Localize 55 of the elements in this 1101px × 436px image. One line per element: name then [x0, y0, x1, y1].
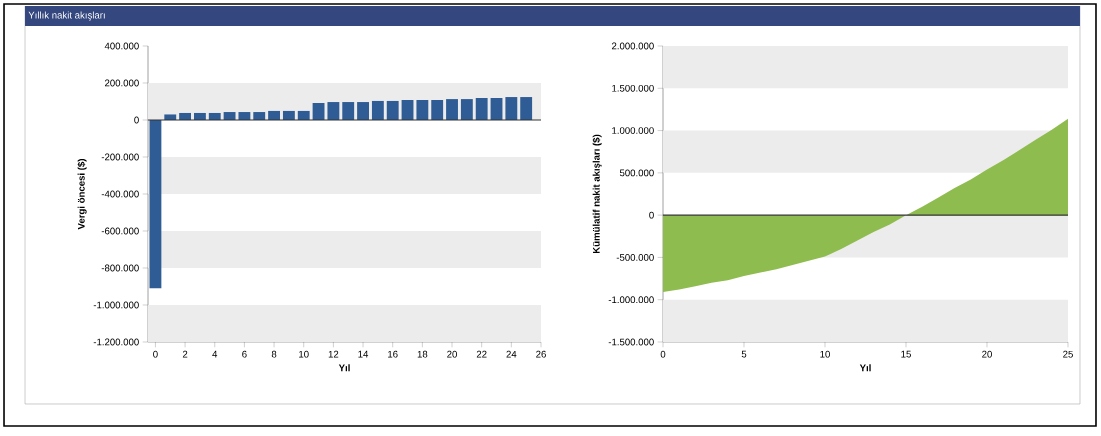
y-axis-title: Kümülatif nakit akışları ($): [592, 134, 602, 254]
y-tick-label: 0: [649, 211, 654, 219]
x-axis-title: Yıl: [338, 364, 350, 372]
y-tick-label: -1.500.000: [608, 338, 654, 346]
x-tick-label: 15: [901, 350, 911, 358]
y-tick-label: -1.200.000: [93, 338, 139, 346]
y-tick-label: -600.000: [101, 227, 139, 235]
text: Yıllık nakit akışları: [28, 11, 105, 21]
y-tick-label: -1.000.000: [608, 296, 654, 304]
x-tick-label: 6: [242, 350, 247, 358]
y-tick-label: -400.000: [101, 190, 139, 198]
y-tick-label: 0: [134, 116, 139, 124]
bar: [149, 120, 162, 289]
y-tick-label: 500.000: [619, 169, 654, 177]
x-tick-label: 10: [299, 350, 309, 358]
y-tick-label: -200.000: [101, 153, 139, 161]
y-tick-label: -800.000: [101, 264, 139, 272]
y-tick-label: 400.000: [104, 42, 139, 50]
x-tick-label: 2: [182, 350, 188, 358]
bar: [327, 102, 340, 120]
y-tick-label: -1.000.000: [93, 301, 139, 309]
x-tick-label: 0: [660, 350, 666, 358]
x-tick-label: 18: [417, 350, 428, 358]
x-tick-label: 20: [982, 350, 992, 358]
x-tick-label: 5: [741, 350, 747, 358]
x-tick-label: 26: [536, 350, 546, 358]
y-tick-label: 1.500.000: [612, 84, 654, 92]
bar: [386, 100, 399, 120]
x-tick-label: 8: [271, 350, 277, 358]
y-axis-title: Vergi öncesi ($): [77, 159, 87, 230]
bar: [475, 97, 488, 120]
x-tick-label: 22: [476, 350, 487, 358]
bar: [460, 99, 473, 120]
x-tick-label: 16: [388, 350, 398, 358]
bar: [446, 99, 458, 120]
bar: [505, 97, 518, 120]
bar: [342, 102, 355, 120]
x-tick-label: 20: [447, 350, 457, 358]
x-tick-label: 24: [506, 350, 517, 358]
y-tick-label: 200.000: [104, 79, 139, 87]
x-tick-label: 12: [328, 350, 339, 358]
y-tick-label: 2.000.000: [611, 42, 654, 50]
bar: [520, 97, 533, 120]
x-tick-label: 4: [212, 350, 218, 358]
x-tick-label: 25: [1063, 350, 1073, 358]
y-tick-label: 1.000.000: [612, 127, 654, 134]
bar: [416, 100, 429, 120]
x-tick-label: 10: [820, 350, 830, 358]
x-tick-label: 0: [153, 350, 158, 358]
bar: [371, 100, 384, 120]
x-axis-title: Yıl: [859, 364, 871, 372]
y-tick-label: -500.000: [616, 254, 654, 261]
x-tick-label: 14: [358, 350, 369, 358]
bar: [431, 100, 444, 120]
bar: [357, 102, 369, 120]
